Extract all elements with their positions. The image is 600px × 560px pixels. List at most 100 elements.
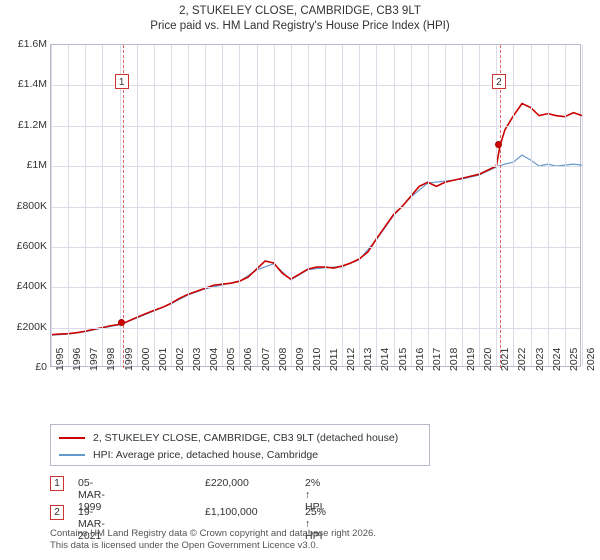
gridline-vertical xyxy=(530,45,532,366)
gridline-vertical xyxy=(393,45,395,366)
gridline-vertical xyxy=(582,45,583,366)
x-tick-label: 1997 xyxy=(88,347,101,371)
sale-point-1 xyxy=(118,319,126,327)
gridline-vertical xyxy=(85,45,87,366)
gridline-vertical xyxy=(188,45,190,366)
x-tick-label: 2006 xyxy=(242,347,255,371)
gridline-vertical xyxy=(342,45,344,366)
x-tick-label: 2009 xyxy=(293,347,306,371)
gridline-vertical xyxy=(307,45,309,366)
x-tick-label: 2016 xyxy=(413,347,426,371)
event-marker-box-2[interactable]: 2 xyxy=(491,74,506,89)
title-line-1: 2, STUKELEY CLOSE, CAMBRIDGE, CB3 9LT xyxy=(179,5,421,17)
sale-date-2: 19-MAR-2021 xyxy=(78,506,105,542)
gridline-vertical xyxy=(205,45,207,366)
legend-item-0: 2, STUKELEY CLOSE, CAMBRIDGE, CB3 9LT (d… xyxy=(59,430,421,445)
gridline-vertical xyxy=(376,45,378,366)
footer-line-2: This data is licensed under the Open Gov… xyxy=(50,539,319,551)
legend-item-1: HPI: Average price, detached house, Camb… xyxy=(59,447,421,462)
gridline-horizontal xyxy=(51,327,580,329)
y-tick-label: £0 xyxy=(35,361,47,373)
y-tick-label: £400K xyxy=(16,280,47,293)
sale-price-2: £1,100,000 xyxy=(205,506,258,518)
gridline-vertical xyxy=(153,45,155,366)
x-tick-label: 2005 xyxy=(225,347,238,371)
x-tick-label: 2020 xyxy=(482,347,495,371)
x-tick-label: 1999 xyxy=(122,347,135,371)
gridline-vertical xyxy=(564,45,566,366)
legend-label-price-paid: 2, STUKELEY CLOSE, CAMBRIDGE, CB3 9LT (d… xyxy=(93,431,399,444)
x-tick-label: 2002 xyxy=(173,347,186,371)
legend: 2, STUKELEY CLOSE, CAMBRIDGE, CB3 9LT (d… xyxy=(50,424,430,466)
gridline-vertical xyxy=(102,45,104,366)
gridline-vertical xyxy=(444,45,446,366)
gridline-vertical xyxy=(547,45,549,366)
plot-area xyxy=(50,44,583,368)
gridline-horizontal xyxy=(51,287,580,289)
sale-badge-2: 2 xyxy=(50,505,64,520)
x-tick-label: 2017 xyxy=(430,347,443,371)
sale-date-1: 05-MAR-1999 xyxy=(78,477,105,513)
gridline-horizontal xyxy=(51,125,580,127)
x-tick-label: 2022 xyxy=(516,347,529,371)
x-tick-label: 2008 xyxy=(276,347,289,371)
gridline-horizontal xyxy=(51,85,580,87)
y-tick-label: £800K xyxy=(16,199,47,212)
legend-label-hpi: HPI: Average price, detached house, Camb… xyxy=(93,448,319,461)
sale-point-2 xyxy=(495,141,503,149)
gridline-vertical xyxy=(136,45,138,366)
x-tick-label: 2013 xyxy=(362,347,375,371)
gridline-vertical xyxy=(68,45,70,366)
title-line-2: Price paid vs. HM Land Registry's House … xyxy=(150,20,450,32)
x-tick-label: 1995 xyxy=(54,347,66,371)
gridline-vertical xyxy=(222,45,224,366)
x-tick-label: 2023 xyxy=(533,347,546,371)
gridline-vertical xyxy=(256,45,258,366)
event-line-2 xyxy=(499,45,501,368)
x-tick-label: 2000 xyxy=(139,347,152,371)
x-tick-label: 2010 xyxy=(310,347,323,371)
y-tick-label: £1M xyxy=(26,159,47,172)
sale-hpi-1: 2% ↑ HPI xyxy=(305,477,323,513)
gridline-vertical xyxy=(170,45,172,366)
sale-badge-1: 1 xyxy=(50,476,64,491)
series-price-paid xyxy=(51,102,582,336)
y-tick-label: £200K xyxy=(16,320,47,333)
page-title: 2, STUKELEY CLOSE, CAMBRIDGE, CB3 9LT Pr… xyxy=(0,4,600,34)
y-tick-label: £1.4M xyxy=(17,78,47,91)
gridline-vertical xyxy=(410,45,412,366)
x-tick-label: 2021 xyxy=(499,347,512,371)
x-tick-label: 1998 xyxy=(105,347,118,371)
x-tick-label: 1996 xyxy=(71,347,84,371)
y-tick-label: £1.6M xyxy=(17,38,47,50)
gridline-horizontal xyxy=(51,206,580,208)
x-tick-label: 2019 xyxy=(465,347,478,371)
x-tick-label: 2018 xyxy=(447,347,460,371)
x-tick-label: 2024 xyxy=(550,347,563,371)
x-tick-label: 2025 xyxy=(567,347,580,371)
legend-swatch-price-paid xyxy=(59,436,85,439)
x-tick-label: 2003 xyxy=(191,347,204,371)
x-tick-label: 2012 xyxy=(345,347,358,371)
gridline-horizontal xyxy=(51,246,580,248)
gridline-vertical xyxy=(273,45,275,366)
gridline-vertical xyxy=(496,45,498,366)
y-tick-label: £600K xyxy=(16,239,47,252)
gridline-vertical xyxy=(51,45,52,366)
legend-swatch-hpi xyxy=(59,453,85,456)
gridline-vertical xyxy=(462,45,464,366)
x-tick-label: 2001 xyxy=(156,347,169,371)
gridline-horizontal xyxy=(51,166,580,168)
event-line-1 xyxy=(122,45,124,368)
sale-price-1: £220,000 xyxy=(205,477,249,489)
event-marker-box-1[interactable]: 1 xyxy=(114,74,129,89)
x-tick-label: 2011 xyxy=(328,348,341,371)
sale-hpi-2: 25% ↑ HPI xyxy=(305,506,327,542)
x-tick-label: 2026 xyxy=(585,347,597,371)
gridline-vertical xyxy=(325,45,327,366)
gridline-vertical xyxy=(513,45,515,366)
x-tick-label: 2015 xyxy=(396,347,409,371)
gridline-vertical xyxy=(119,45,121,366)
x-tick-label: 2007 xyxy=(259,347,272,371)
